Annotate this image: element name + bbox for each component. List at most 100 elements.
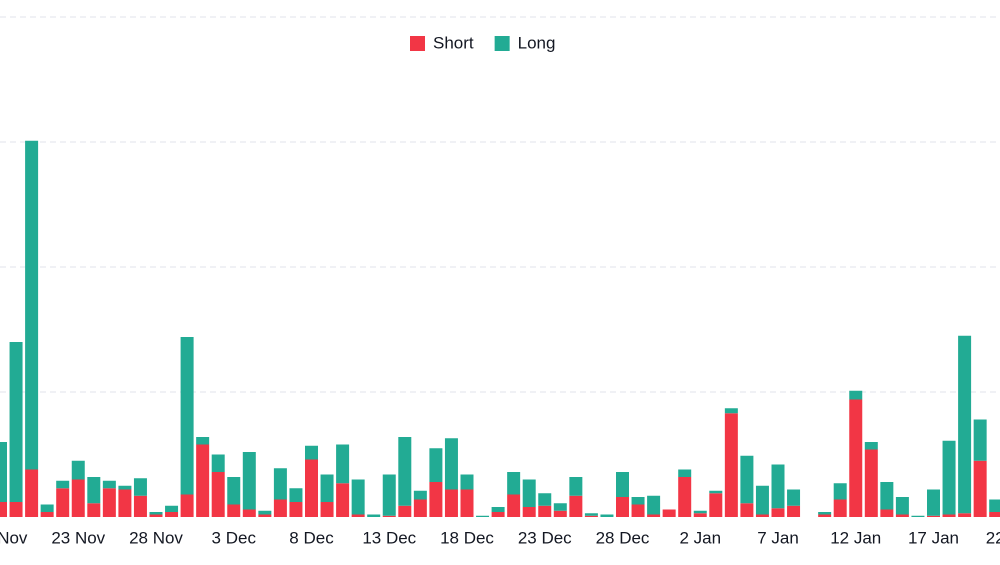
bar-segment <box>71 479 85 517</box>
bar-segment <box>818 512 832 515</box>
bar-segment <box>382 515 396 517</box>
bar-segment <box>227 477 241 505</box>
bar-segment <box>87 503 101 517</box>
bar-segment <box>771 464 785 509</box>
bar-segment <box>833 483 847 500</box>
bar-segment <box>895 514 909 517</box>
bar-segment <box>87 477 101 504</box>
x-tick-label: 8 Dec <box>289 528 334 547</box>
bar-segment <box>0 502 7 517</box>
bar-segment <box>787 505 801 517</box>
legend-label: Short <box>433 33 474 52</box>
bar-segment <box>460 474 474 490</box>
x-tick-label: 22 Jan <box>986 528 1000 547</box>
bar-segment <box>616 497 629 517</box>
x-tick-label: 7 Jan <box>757 528 799 547</box>
bar-segment <box>740 455 754 504</box>
bar-segment <box>242 509 256 517</box>
bar-segment <box>864 449 878 517</box>
bar-segment <box>9 502 23 517</box>
bar-segment <box>351 514 365 517</box>
bar-segment <box>211 454 225 472</box>
x-tick-label: 13 Dec <box>362 528 416 547</box>
bar-segment <box>849 399 863 517</box>
bar-segment <box>71 460 85 480</box>
bar-segment <box>678 477 692 517</box>
bar-segment <box>102 488 116 517</box>
bar-segment <box>880 509 894 517</box>
bar-segment <box>0 442 7 502</box>
bar-segment <box>102 480 116 489</box>
bar-segment <box>351 479 365 515</box>
bar-segment <box>273 468 287 500</box>
bar-segment <box>9 342 23 502</box>
bar-segment <box>227 504 241 517</box>
bar-segment <box>413 499 427 517</box>
bar-segment <box>289 502 303 517</box>
bar-segment <box>305 445 318 460</box>
bar-segment <box>289 488 303 502</box>
bar-segment <box>460 489 474 517</box>
bar-segment <box>273 499 287 517</box>
bar-segment <box>911 515 925 517</box>
bar-segment <box>973 419 987 461</box>
x-tick-label: 18 Nov <box>0 528 28 547</box>
x-tick-label: 28 Dec <box>596 528 650 547</box>
x-tick-label: 18 Dec <box>440 528 494 547</box>
bar-segment <box>476 515 490 517</box>
bar-segment <box>833 499 847 517</box>
bar-segment <box>927 489 940 516</box>
bar-segment <box>507 472 521 495</box>
legend-swatch <box>494 36 510 51</box>
x-tick-label: 28 Nov <box>129 528 183 547</box>
bar-segment <box>429 482 443 517</box>
bar-segment <box>320 502 334 517</box>
bar-segment <box>522 507 536 517</box>
bar-segment <box>56 480 70 489</box>
bar-segment <box>56 488 70 517</box>
bar-segment <box>927 515 940 517</box>
bar-segment <box>631 497 645 505</box>
bar-segment <box>584 515 598 517</box>
bar-segment <box>755 485 769 515</box>
bar-segment <box>165 505 179 512</box>
bar-segment <box>367 514 381 517</box>
bar-segment <box>25 140 39 470</box>
bar-segment <box>40 512 54 517</box>
bar-segment <box>973 460 987 517</box>
bar-segment <box>553 510 567 517</box>
bar-segment <box>584 513 598 516</box>
legend-swatch <box>410 36 425 51</box>
bar-segment <box>305 459 318 517</box>
bar-segment <box>771 508 785 517</box>
bar-segment <box>522 479 536 507</box>
bar-segment <box>647 514 661 517</box>
bar-segment <box>336 444 350 484</box>
bar-segment <box>569 495 583 517</box>
bar-segment <box>398 437 412 506</box>
bar-segment <box>320 474 334 502</box>
bar-segment <box>569 477 583 496</box>
bar-segment <box>242 452 256 510</box>
bar-segment <box>709 490 723 494</box>
bar-segment <box>180 337 194 495</box>
bar-segment <box>864 442 878 450</box>
bar-segment <box>133 478 147 496</box>
bar-segment <box>709 493 723 517</box>
bar-segment <box>895 497 909 515</box>
bar-segment <box>880 482 894 510</box>
bar-segment <box>507 494 521 517</box>
bar-segment <box>942 514 956 517</box>
bar-segment <box>989 499 1000 512</box>
bar-segment <box>382 474 396 516</box>
bar-segment <box>693 513 707 517</box>
bar-segment <box>538 505 552 517</box>
bar-segment <box>211 472 225 517</box>
bar-segment <box>336 483 350 517</box>
bar-segment <box>258 514 272 517</box>
bar-segment <box>989 512 1000 517</box>
x-tick-label: 23 Nov <box>51 528 105 547</box>
bar-segment <box>724 408 738 414</box>
